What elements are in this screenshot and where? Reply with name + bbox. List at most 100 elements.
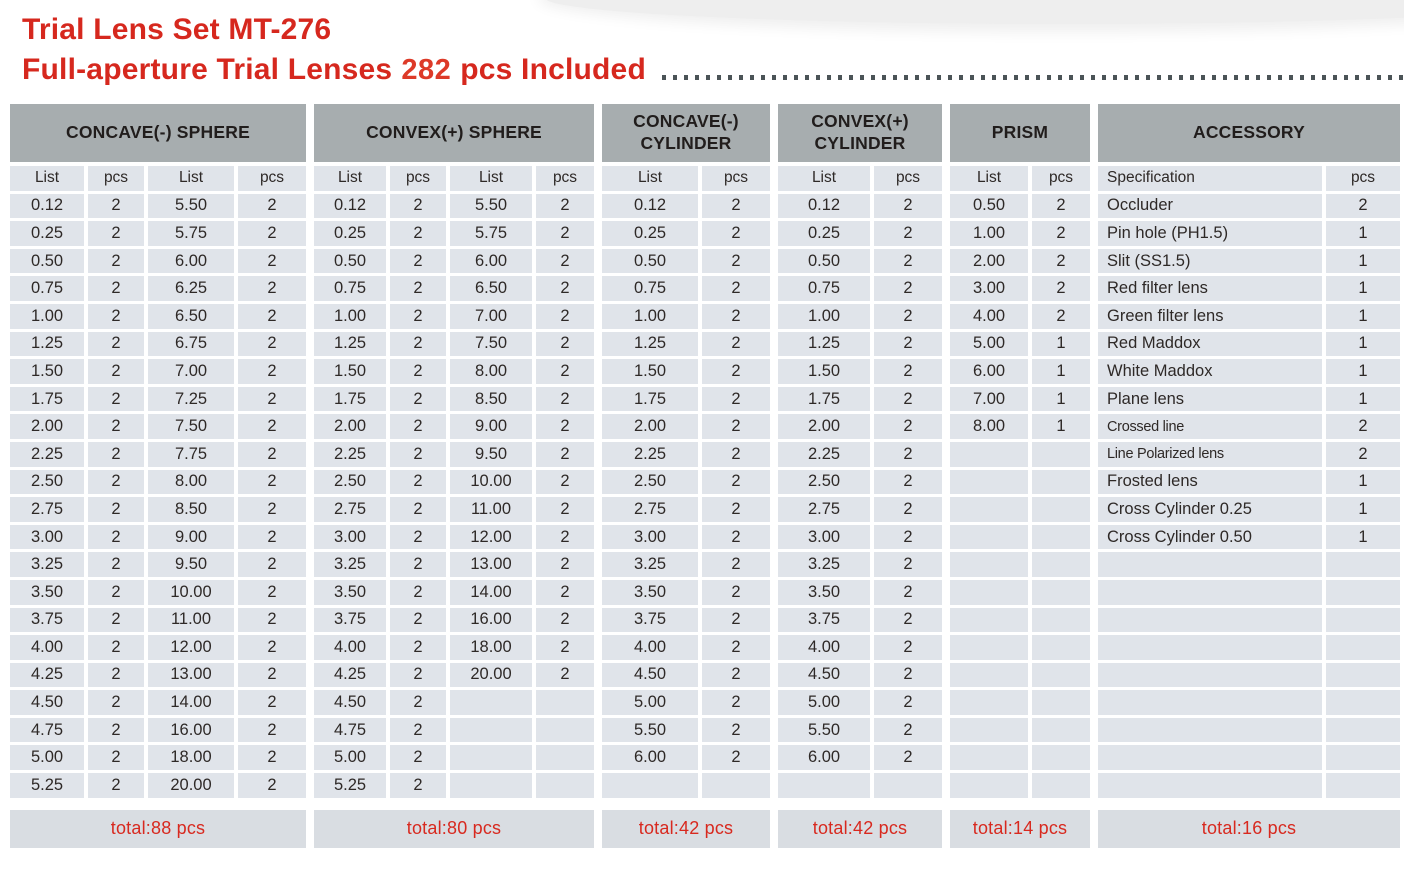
pcs-cell: 2 [88,441,144,467]
pcs-cell: 2 [874,690,942,715]
pcs-cell: 2 [238,579,306,605]
pcs-cell: 1 [1032,359,1090,384]
pcs-cell: 2 [1032,303,1090,329]
empty-cell [1326,773,1400,798]
list-cell: 6.00 [778,745,870,771]
empty-cell [950,469,1028,495]
pcs-cell: 2 [390,690,446,715]
list-cell: 4.00 [10,635,84,660]
list-cell: 6.00 [950,359,1028,384]
list-cell: 3.00 [778,524,870,550]
pcs-cell: 2 [88,635,144,660]
pcs-cell: 2 [238,359,306,384]
empty-cell [536,773,594,798]
empty-cell [950,579,1028,605]
page-header: Trial Lens Set MT-276 Full-aperture Tria… [22,10,1404,90]
list-cell: 5.50 [778,717,870,743]
pcs-cell: 2 [390,607,446,633]
list-cell: 1.25 [10,331,84,357]
pcs-cell: 2 [88,359,144,384]
pcs-cell: 2 [874,221,942,246]
empty-cell [1032,717,1090,743]
pcs-cell: 2 [88,607,144,633]
pcs-cell: 2 [536,303,594,329]
list-cell: 4.75 [314,717,386,743]
empty-cell [1098,579,1322,605]
list-cell: 2.25 [602,441,698,467]
pcs-cell: 1 [1326,497,1400,522]
list-cell: 16.00 [450,607,532,633]
pcs-cell: 2 [88,386,144,412]
list-cell: 14.00 [450,579,532,605]
group-total-accessory: total:16 pcs [1098,809,1400,848]
group-header-concave-sphere: CONCAVE(-) SPHERE [10,104,306,162]
page-title: Trial Lens Set MT-276 [22,13,332,46]
list-cell: 1.75 [10,386,84,412]
spec-cell: Green filter lens [1098,303,1322,329]
pcs-cell: 2 [390,635,446,660]
column-group-concave-cylinder: CONCAVE(-) CYLINDER List pcs 0.12 2 0.25 2 0.50… [602,104,770,848]
pcs-cell: 2 [390,248,446,274]
list-cell: 3.00 [950,276,1028,301]
list-cell: 8.50 [450,386,532,412]
list-cell: 5.25 [314,773,386,798]
pcs-cell: 2 [536,414,594,439]
pcs-cell: 2 [88,773,144,798]
pcs-cell: 2 [88,690,144,715]
pcs-cell: 2 [88,303,144,329]
list-cell: 3.25 [602,552,698,577]
list-cell: 7.50 [450,331,532,357]
list-cell: 8.00 [950,414,1028,439]
empty-cell [1032,579,1090,605]
empty-cell [1032,662,1090,688]
pcs-cell: 2 [702,359,770,384]
pcs-cell: 1 [1326,469,1400,495]
list-cell: 6.75 [148,331,234,357]
list-cell: 0.50 [314,248,386,274]
list-cell: 1.50 [602,359,698,384]
pcs-cell: 2 [702,524,770,550]
list-cell: 2.00 [950,248,1028,274]
empty-cell [1326,690,1400,715]
pcs-cell: 2 [88,745,144,771]
pcs-cell: 2 [874,745,942,771]
pcs-cell: 2 [238,386,306,412]
empty-cell [702,773,770,798]
pcs-cell: 2 [536,497,594,522]
list-cell: 5.00 [10,745,84,771]
list-cell: 3.00 [602,524,698,550]
list-cell: 5.25 [10,773,84,798]
col-header-specification: Specification [1098,166,1322,191]
pcs-cell: 2 [536,386,594,412]
pcs-cell: 1 [1326,303,1400,329]
spec-cell: Line Polarized lens [1098,441,1322,467]
col-header-list: List [602,166,698,191]
pcs-cell: 2 [390,276,446,301]
empty-cell [1032,469,1090,495]
subtitle-suffix: pcs Included [460,53,646,86]
group-total-convex-cylinder: total:42 pcs [778,809,942,848]
pcs-cell: 2 [390,662,446,688]
list-cell: 6.25 [148,276,234,301]
pcs-cell: 1 [1326,221,1400,246]
pcs-cell: 2 [1326,193,1400,219]
list-cell: 5.00 [602,690,698,715]
list-cell: 16.00 [148,717,234,743]
list-cell: 2.50 [602,469,698,495]
empty-cell [950,745,1028,771]
list-cell: 4.00 [778,635,870,660]
pcs-cell: 2 [874,579,942,605]
pcs-cell: 2 [390,717,446,743]
pcs-cell: 2 [238,193,306,219]
column-group-concave-sphere: CONCAVE(-) SPHERE List pcs List pcs 0.12 2 5.50… [10,104,306,848]
list-cell: 3.00 [314,524,386,550]
pcs-cell: 2 [536,607,594,633]
spec-cell: White Maddox [1098,359,1322,384]
pcs-cell: 2 [874,662,942,688]
spec-cell: Crossed line [1098,414,1322,439]
pcs-cell: 2 [238,773,306,798]
pcs-cell: 2 [874,303,942,329]
list-cell: 3.00 [10,524,84,550]
list-cell: 5.75 [450,221,532,246]
pcs-cell: 2 [874,331,942,357]
